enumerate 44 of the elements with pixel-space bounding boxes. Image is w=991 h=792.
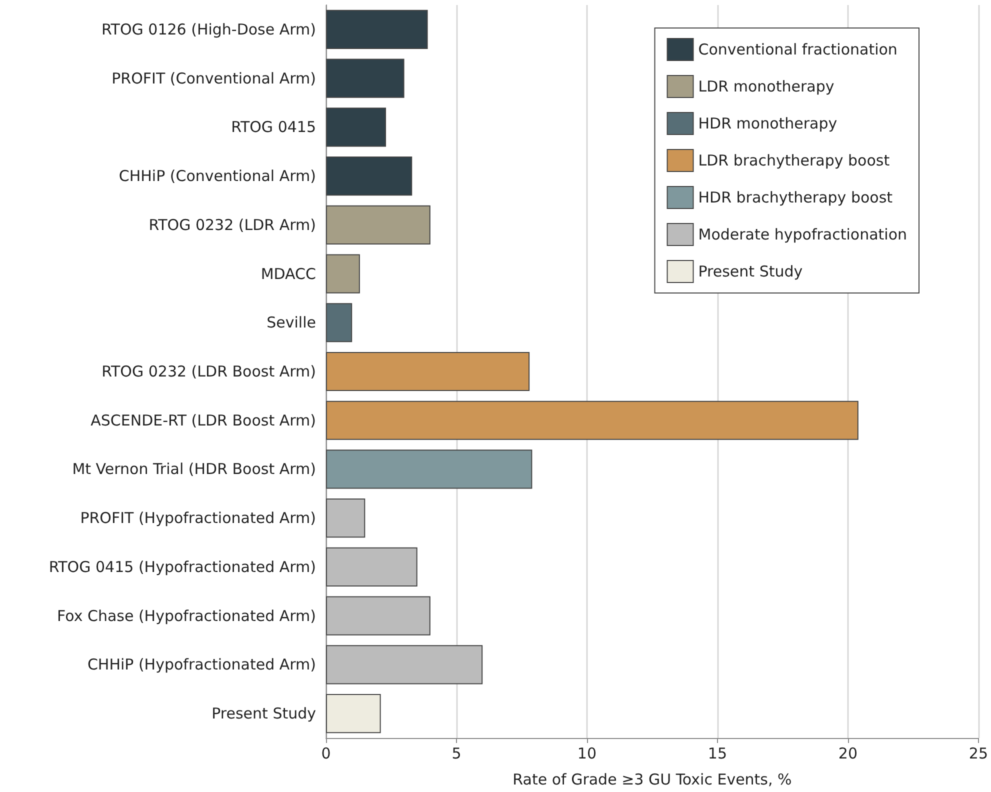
y-tick-label: RTOG 0415 — [231, 118, 316, 136]
bar — [326, 10, 428, 49]
legend-label: Moderate hypofractionation — [698, 226, 907, 244]
y-tick-label: Fox Chase (Hypofractionated Arm) — [57, 606, 316, 625]
x-tick-label: 0 — [321, 744, 331, 762]
y-tick-label: CHHiP (Hypofractionated Arm) — [87, 656, 316, 674]
bar — [326, 498, 366, 538]
bar — [326, 303, 352, 342]
y-tick-label: Present Study — [212, 704, 316, 723]
bar — [326, 108, 386, 147]
x-tick-label: 10 — [577, 744, 597, 762]
y-tick-label: Seville — [266, 314, 316, 332]
bar — [326, 58, 404, 98]
bar — [326, 645, 483, 684]
bar — [326, 205, 430, 244]
legend-label: LDR monotherapy — [698, 78, 834, 96]
bar — [326, 254, 360, 294]
y-tick-label: CHHiP (Conventional Arm) — [118, 167, 316, 186]
bar — [326, 694, 381, 734]
bar — [326, 596, 430, 636]
x-tick-label: 25 — [968, 744, 988, 762]
bar — [326, 547, 418, 587]
legend-label: HDR monotherapy — [698, 114, 838, 132]
y-tick-label: ASCENDE-RT (LDR Boost Arm) — [90, 411, 316, 430]
y-tick-label: Mt Vernon Trial (HDR Boost Arm) — [72, 460, 316, 478]
y-tick-label: MDACC — [260, 264, 316, 283]
legend-label: Conventional fractionation — [698, 40, 898, 58]
y-tick-label: RTOG 0232 (LDR Boost Arm) — [102, 362, 316, 380]
legend-label: HDR brachytherapy boost — [698, 188, 893, 206]
legend-label: Present Study — [698, 262, 803, 280]
y-tick-label: PROFIT (Hypofractionated Arm) — [80, 509, 316, 528]
bar — [326, 450, 532, 489]
y-tick-label: PROFIT (Conventional Arm) — [112, 69, 316, 88]
y-tick-label: RTOG 0126 (High-Dose Arm) — [101, 20, 316, 38]
x-tick-label: 15 — [708, 744, 728, 762]
legend-label: LDR brachytherapy boost — [698, 152, 890, 170]
y-tick-label: RTOG 0415 (Hypofractionated Arm) — [48, 558, 316, 576]
bar — [326, 352, 530, 392]
x-tick-label: 20 — [838, 744, 858, 762]
x-tick-label: 5 — [452, 744, 462, 762]
y-tick-label: RTOG 0232 (LDR Arm) — [148, 216, 316, 234]
x-axis-title: Rate of Grade ≥3 GU Toxic Events, % — [512, 770, 792, 788]
bar — [326, 400, 858, 440]
bar — [326, 156, 412, 196]
